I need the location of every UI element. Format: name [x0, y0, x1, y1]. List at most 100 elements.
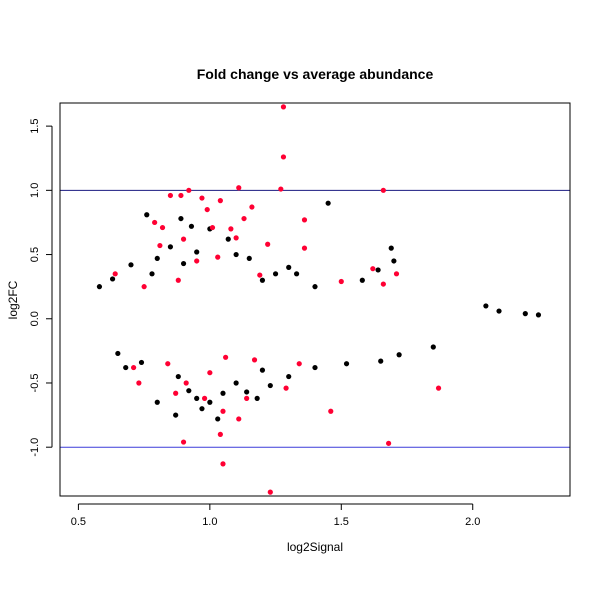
data-point: [244, 389, 250, 395]
data-point: [199, 406, 205, 412]
data-point: [175, 373, 181, 380]
data-point: [280, 104, 287, 110]
data-point: [136, 380, 142, 386]
data-point: [293, 271, 300, 277]
data-point: [254, 395, 260, 401]
data-point: [267, 382, 273, 389]
data-point: [241, 215, 247, 222]
data-point: [283, 385, 289, 391]
data-point: [220, 461, 226, 467]
data-point: [149, 271, 155, 277]
data-point: [201, 395, 208, 401]
data-point: [236, 416, 242, 422]
data-point: [186, 388, 192, 394]
data-point: [257, 272, 263, 278]
data-point: [220, 408, 226, 414]
data-point: [278, 186, 284, 192]
chart-title: Fold change vs average abundance: [197, 66, 434, 82]
data-point: [207, 399, 213, 405]
data-point: [249, 204, 255, 210]
y-axis-label: log2FC: [6, 280, 20, 319]
data-point: [391, 258, 397, 264]
data-point: [167, 192, 174, 199]
data-point: [259, 277, 266, 283]
data-point: [359, 277, 365, 283]
data-point: [325, 200, 331, 206]
data-point: [96, 284, 103, 290]
data-point: [343, 361, 350, 367]
y-tick-label: 0.0: [29, 311, 41, 326]
data-point: [301, 217, 308, 223]
data-point: [236, 185, 242, 191]
data-point: [233, 380, 239, 386]
data-point: [183, 380, 189, 386]
data-point: [215, 416, 221, 422]
data-point: [265, 241, 271, 247]
data-point: [112, 271, 118, 277]
x-axis-label: log2Signal: [287, 540, 343, 554]
plot-frame: [59, 102, 571, 497]
data-point: [128, 262, 134, 268]
data-point: [167, 244, 174, 250]
data-point: [194, 395, 200, 401]
data-point: [380, 281, 386, 287]
data-point: [393, 271, 400, 277]
data-point: [483, 303, 489, 309]
data-point: [186, 187, 192, 193]
data-point: [225, 236, 231, 242]
data-point: [215, 254, 221, 260]
data-point: [165, 361, 171, 367]
data-point: [312, 284, 318, 290]
data-point: [286, 264, 292, 270]
data-point: [380, 187, 386, 193]
data-point: [228, 226, 234, 232]
data-point: [396, 352, 402, 358]
data-point: [251, 357, 258, 363]
data-point: [159, 224, 166, 231]
data-point: [209, 224, 216, 231]
data-point: [141, 284, 147, 290]
data-point: [370, 266, 376, 272]
data-point: [435, 385, 442, 391]
data-point: [272, 271, 279, 277]
data-point: [246, 255, 252, 262]
data-point: [109, 276, 116, 282]
data-point: [375, 267, 381, 273]
data-point: [301, 245, 308, 251]
data-point: [180, 260, 187, 267]
y-tick-label: 0.5: [29, 247, 41, 262]
data-point: [194, 258, 200, 264]
data-point: [267, 489, 273, 495]
data-point: [233, 235, 239, 241]
data-point: [220, 390, 226, 396]
data-point: [180, 236, 187, 242]
x-tick-label: 2.0: [465, 516, 480, 528]
data-point: [280, 154, 287, 160]
data-point: [386, 440, 392, 446]
x-tick-label: 1.0: [202, 516, 217, 528]
data-point: [194, 249, 200, 255]
data-point: [152, 219, 158, 226]
y-tick-label: -0.5: [29, 373, 41, 392]
data-point: [496, 308, 502, 314]
data-point: [207, 370, 213, 376]
data-point: [388, 245, 394, 251]
data-point: [173, 390, 179, 396]
data-point: [123, 364, 129, 371]
data-point: [131, 364, 137, 371]
data-point: [115, 350, 121, 357]
x-axis: 0.5 1.0 1.5 2.0: [71, 503, 480, 528]
data-point: [217, 198, 223, 204]
y-axis: -1.0 -0.5 0.0 0.5 1.0 1.5: [29, 118, 53, 457]
data-point: [199, 195, 205, 201]
data-point: [144, 212, 150, 218]
data-point: [296, 361, 302, 367]
data-point: [175, 277, 181, 283]
data-point: [178, 192, 184, 199]
data-point: [154, 399, 160, 405]
data-points: [96, 104, 542, 495]
y-tick-label: 1.5: [29, 118, 41, 133]
y-tick-label: -1.0: [29, 438, 41, 457]
data-point: [286, 373, 292, 380]
data-point: [154, 255, 160, 262]
